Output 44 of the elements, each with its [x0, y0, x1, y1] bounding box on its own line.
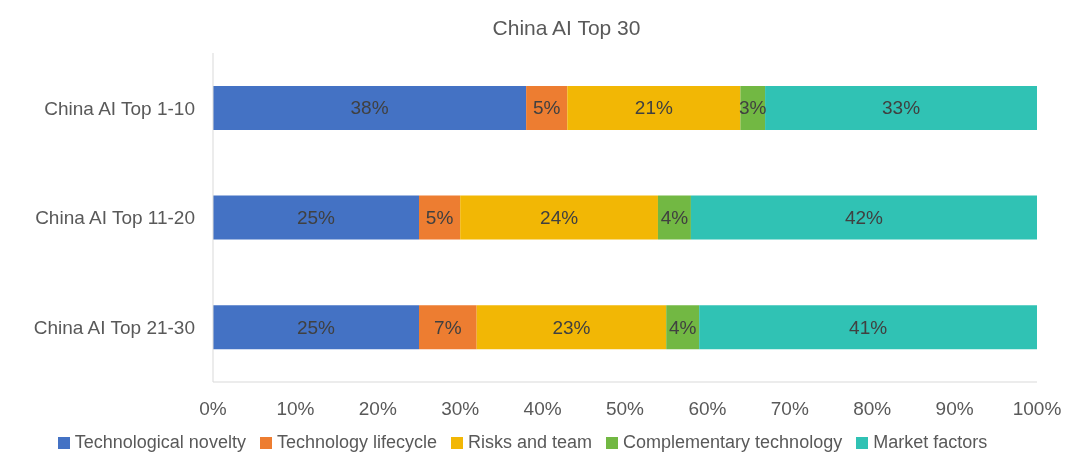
x-tick-label: 10% — [276, 398, 315, 420]
legend-label: Complementary technology — [623, 432, 843, 453]
data-label: 42% — [844, 207, 884, 229]
legend-label: Technology lifecycle — [276, 432, 437, 453]
bar — [460, 195, 658, 240]
x-tick-label: 20% — [358, 398, 397, 420]
chart-title: China AI Top 30 — [491, 15, 642, 41]
y-tick-label: China AI Top 11-20 — [35, 207, 195, 229]
y-tick-label: China AI Top 21-30 — [33, 316, 195, 338]
data-label: 7% — [434, 316, 462, 338]
data-label: 5% — [425, 207, 454, 229]
data-label: 24% — [540, 207, 579, 229]
bar — [419, 305, 477, 350]
data-label: 41% — [849, 316, 888, 338]
legend-label: Market factors — [873, 432, 988, 453]
x-tick-label: 90% — [935, 398, 974, 420]
data-label: 25% — [296, 207, 336, 229]
x-tick-label: 40% — [523, 398, 562, 420]
bar — [476, 305, 667, 350]
y-tick-label: China AI Top 1-10 — [44, 97, 195, 119]
bar — [213, 195, 419, 240]
data-label: 25% — [296, 316, 336, 338]
bar — [213, 305, 419, 350]
bar — [699, 305, 1037, 350]
legend-label: Risks and team — [467, 432, 593, 453]
x-tick-label: 0% — [199, 398, 227, 420]
data-label: 23% — [552, 316, 591, 338]
bar — [765, 85, 1037, 130]
data-label: 38% — [350, 97, 389, 119]
x-tick-label: 60% — [688, 398, 727, 420]
x-tick-label: 80% — [853, 398, 892, 420]
data-label: 5% — [532, 97, 561, 119]
x-tick-label: 100% — [1012, 398, 1062, 420]
x-tick-label: 50% — [605, 398, 645, 420]
data-label: 33% — [882, 97, 921, 119]
bar — [213, 85, 527, 130]
data-label: 4% — [660, 207, 689, 229]
x-tick-label: 30% — [441, 398, 480, 420]
data-label: 4% — [668, 316, 697, 338]
bar — [690, 195, 1037, 240]
data-label: 21% — [634, 97, 673, 119]
legend-label: Technological novelty — [74, 432, 246, 453]
bar — [567, 85, 741, 130]
x-tick-label: 70% — [770, 398, 809, 420]
